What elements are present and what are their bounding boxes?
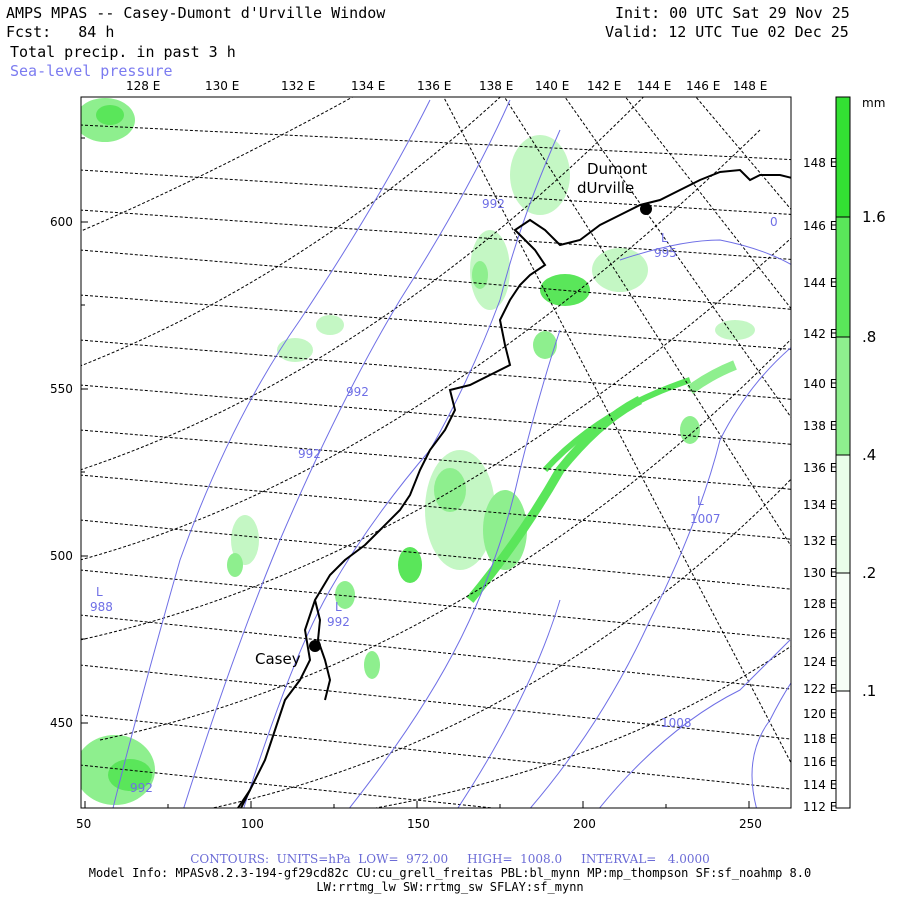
svg-text:116 E: 116 E [803, 755, 837, 769]
svg-text:134 E: 134 E [351, 79, 385, 93]
svg-text:140 E: 140 E [803, 377, 837, 391]
colorbar-labels: mm 1.6 .8 .4 .2 .1 [862, 96, 886, 700]
init-time: Init: 00 UTC Sat 29 Nov 25 [615, 4, 850, 22]
right-lat-labels: 148 E 146 E 144 E 142 E 140 E 138 E 136 … [803, 156, 837, 814]
svg-text:122 E: 122 E [803, 682, 837, 696]
bottom-axis-labels: 50 100 150 200 250 [76, 817, 762, 831]
colorbar [835, 96, 851, 809]
svg-text:600: 600 [50, 215, 73, 229]
svg-text:136 E: 136 E [803, 461, 837, 475]
svg-text:.8: .8 [862, 328, 876, 346]
contours-info: CONTOURS: UNITS=hPa LOW= 972.00 HIGH= 10… [190, 852, 710, 866]
svg-text:128 E: 128 E [126, 79, 160, 93]
svg-text:992: 992 [346, 385, 369, 399]
svg-text:995: 995 [654, 246, 677, 260]
svg-text:150: 150 [407, 817, 430, 831]
svg-text:1.6: 1.6 [862, 208, 886, 226]
svg-text:992: 992 [327, 615, 350, 629]
svg-text:L: L [661, 231, 668, 245]
svg-text:120 E: 120 E [803, 707, 837, 721]
svg-text:L: L [335, 600, 342, 614]
svg-text:132 E: 132 E [281, 79, 315, 93]
left-axis-labels: 600 550 500 450 [50, 215, 73, 730]
model-info: Model Info: MPASv8.2.3-194-gf29cd82c CU:… [88, 866, 812, 880]
map-frame [80, 96, 792, 809]
svg-text:136 E: 136 E [417, 79, 451, 93]
precip-shading [81, 98, 755, 805]
coastline [236, 168, 791, 808]
svg-text:114 E: 114 E [803, 778, 837, 792]
svg-text:L: L [96, 585, 103, 599]
svg-text:132 E: 132 E [803, 534, 837, 548]
svg-text:146 E: 146 E [686, 79, 720, 93]
svg-text:mm: mm [862, 96, 885, 110]
svg-text:200: 200 [573, 817, 596, 831]
svg-text:130 E: 130 E [803, 566, 837, 580]
field-name: Total precip. in past 3 h [10, 43, 236, 61]
svg-text:988: 988 [90, 600, 113, 614]
svg-text:126 E: 126 E [803, 627, 837, 641]
svg-text:142 E: 142 E [587, 79, 621, 93]
svg-text:1007: 1007 [690, 512, 721, 526]
svg-text:100: 100 [241, 817, 264, 831]
model-info-line2: LW:rrtmg_lw SW:rrtmg_sw SFLAY:sf_mynn [316, 880, 584, 894]
svg-text:.4: .4 [862, 446, 876, 464]
svg-text:140 E: 140 E [535, 79, 569, 93]
svg-text:250: 250 [739, 817, 762, 831]
svg-text:148 E: 148 E [733, 79, 767, 93]
svg-text:0: 0 [770, 215, 778, 229]
overlay-name: Sea-level pressure [10, 62, 173, 80]
dumont-label-line2: dUrville [577, 179, 634, 197]
dumont-label-line1: Dumont [587, 160, 647, 178]
isobar-labels: 992 992 992 992 995 1007 1008 988 992 0 … [90, 197, 778, 795]
valid-time: Valid: 12 UTC Tue 02 Dec 25 [605, 23, 849, 41]
svg-text:128 E: 128 E [803, 597, 837, 611]
svg-text:118 E: 118 E [803, 732, 837, 746]
svg-text:138 E: 138 E [479, 79, 513, 93]
svg-text:138 E: 138 E [803, 419, 837, 433]
isobars [112, 99, 791, 808]
svg-text:.1: .1 [862, 682, 876, 700]
casey-label: Casey [255, 650, 301, 668]
svg-text:450: 450 [50, 716, 73, 730]
top-lon-labels: 128 E 130 E 132 E 134 E 136 E 138 E 140 … [126, 79, 767, 93]
svg-text:144 E: 144 E [637, 79, 671, 93]
svg-text:992: 992 [130, 781, 153, 795]
svg-text:1008: 1008 [661, 716, 692, 730]
title: AMPS MPAS -- Casey-Dumont d'Urville Wind… [6, 4, 386, 22]
svg-text:124 E: 124 E [803, 655, 837, 669]
forecast-hour: Fcst: 84 h [6, 23, 115, 41]
svg-text:146 E: 146 E [803, 219, 837, 233]
svg-text:992: 992 [298, 447, 321, 461]
svg-text:992: 992 [482, 197, 505, 211]
casey-station-marker [309, 640, 321, 652]
svg-text:.2: .2 [862, 564, 876, 582]
svg-text:L: L [697, 494, 704, 508]
svg-text:130 E: 130 E [205, 79, 239, 93]
svg-text:550: 550 [50, 382, 73, 396]
svg-text:50: 50 [76, 817, 91, 831]
svg-text:134 E: 134 E [803, 498, 837, 512]
dumont-station-marker [640, 203, 652, 215]
bottom-ticks [84, 801, 750, 808]
svg-text:500: 500 [50, 549, 73, 563]
svg-text:148 E: 148 E [803, 156, 837, 170]
svg-text:142 E: 142 E [803, 327, 837, 341]
svg-text:112 E: 112 E [803, 800, 837, 814]
left-ticks [81, 137, 88, 724]
svg-text:144 E: 144 E [803, 276, 837, 290]
